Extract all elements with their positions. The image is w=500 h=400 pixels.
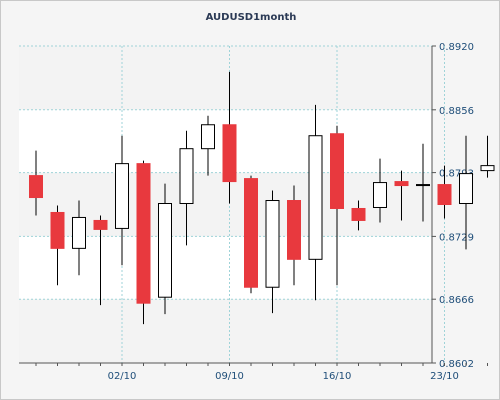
x-tick-label: 02/10 xyxy=(108,371,137,382)
grid-band xyxy=(19,172,432,237)
candle-body-up xyxy=(201,124,215,150)
candle-body-up xyxy=(115,163,129,229)
candle-body-up xyxy=(158,203,172,298)
candle-body-down xyxy=(222,124,237,183)
candle-body-up xyxy=(179,148,194,205)
chart-title: AUDUSD1month xyxy=(205,12,297,23)
y-tick-label: 0.8920 xyxy=(439,42,474,53)
candle-body-up xyxy=(459,173,473,205)
candle-body-up xyxy=(373,182,387,208)
candle-body-up xyxy=(416,184,430,187)
candle-body-down xyxy=(437,184,452,206)
y-tick-label: 0.8856 xyxy=(439,106,474,117)
y-tick-label: 0.8602 xyxy=(439,359,474,370)
candle-body-down xyxy=(29,175,43,199)
candle-body-up xyxy=(308,135,323,260)
x-tick-label: 09/10 xyxy=(215,371,244,382)
y-tick-label: 0.8793 xyxy=(439,169,474,180)
x-tick-label: 23/10 xyxy=(430,371,459,382)
candle-body-down xyxy=(351,207,366,221)
candle-body-down xyxy=(244,178,258,288)
candle-body-down xyxy=(330,133,344,209)
candle-body-up xyxy=(265,200,280,288)
candle-body-down xyxy=(136,163,151,304)
candle-body-down xyxy=(93,219,108,230)
candle-body-up xyxy=(72,216,86,249)
candle-body-up xyxy=(480,165,495,172)
grid-band xyxy=(19,299,432,363)
y-tick-label: 0.8666 xyxy=(439,295,474,306)
x-tick-label: 16/10 xyxy=(323,371,352,382)
candle-body-down xyxy=(50,211,65,249)
grid-band xyxy=(19,46,432,110)
y-tick-label: 0.8729 xyxy=(439,232,474,243)
candle-body-down xyxy=(287,200,301,260)
candle-body-down xyxy=(394,181,409,187)
